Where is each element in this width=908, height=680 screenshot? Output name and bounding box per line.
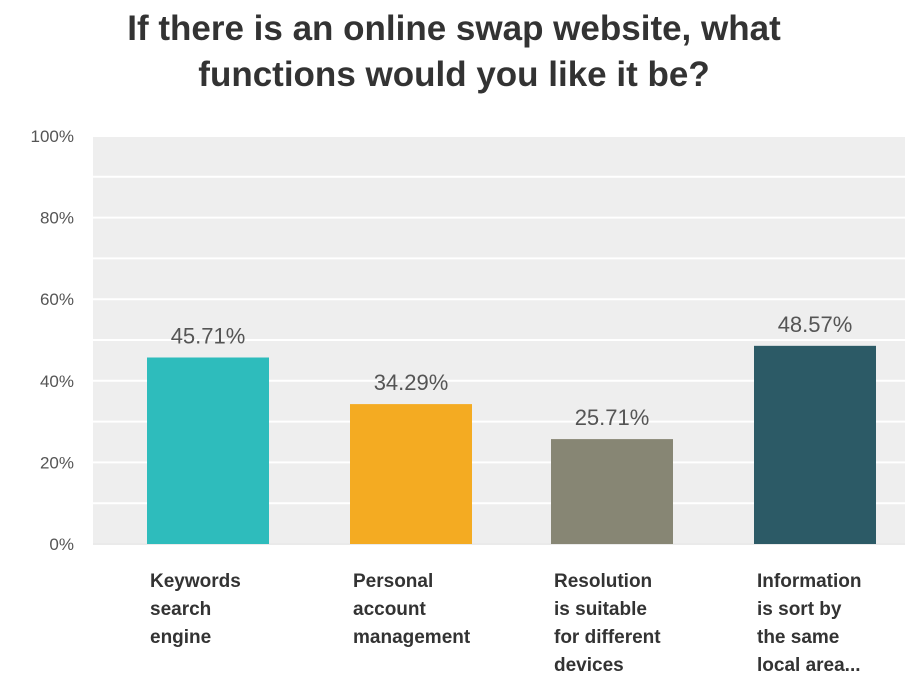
- y-tick-label: 0%: [49, 535, 74, 554]
- y-tick-label: 20%: [40, 453, 74, 472]
- bar-1: [147, 358, 269, 544]
- category-label: is sort by: [757, 599, 842, 620]
- category-label: Personal: [353, 571, 433, 592]
- y-tick-label: 80%: [40, 209, 74, 228]
- category-label: local area...: [757, 655, 861, 676]
- y-tick-label: 60%: [40, 290, 74, 309]
- category-label: is suitable: [554, 599, 647, 620]
- data-label: 45.71%: [171, 324, 246, 349]
- category-label: devices: [554, 655, 624, 676]
- category-label: engine: [150, 627, 211, 648]
- bar-2: [350, 404, 472, 544]
- data-label: 25.71%: [575, 405, 650, 430]
- category-label: management: [353, 627, 471, 648]
- chart-title: If there is an online swap website, what…: [127, 9, 781, 94]
- data-label: 48.57%: [778, 312, 853, 337]
- y-axis-ticks: 0% 20% 40% 60% 80% 100%: [31, 127, 74, 554]
- category-labels: Keywords search engine Personal account manag…: [150, 571, 862, 676]
- chart-title-line: functions would you like it be?: [198, 55, 709, 94]
- chart-title-line: If there is an online swap website, what: [127, 9, 781, 48]
- category-label: account: [353, 599, 427, 620]
- category-label: the same: [757, 627, 839, 648]
- category-label: Keywords: [150, 571, 241, 592]
- bar-4: [754, 346, 876, 544]
- bar-3: [551, 439, 673, 544]
- category-label: for different: [554, 627, 661, 648]
- data-label: 34.29%: [374, 370, 449, 395]
- y-tick-label: 40%: [40, 372, 74, 391]
- category-label: search: [150, 599, 211, 620]
- category-label: Information: [757, 571, 862, 592]
- category-label: Resolution: [554, 571, 652, 592]
- y-tick-label: 100%: [31, 127, 74, 146]
